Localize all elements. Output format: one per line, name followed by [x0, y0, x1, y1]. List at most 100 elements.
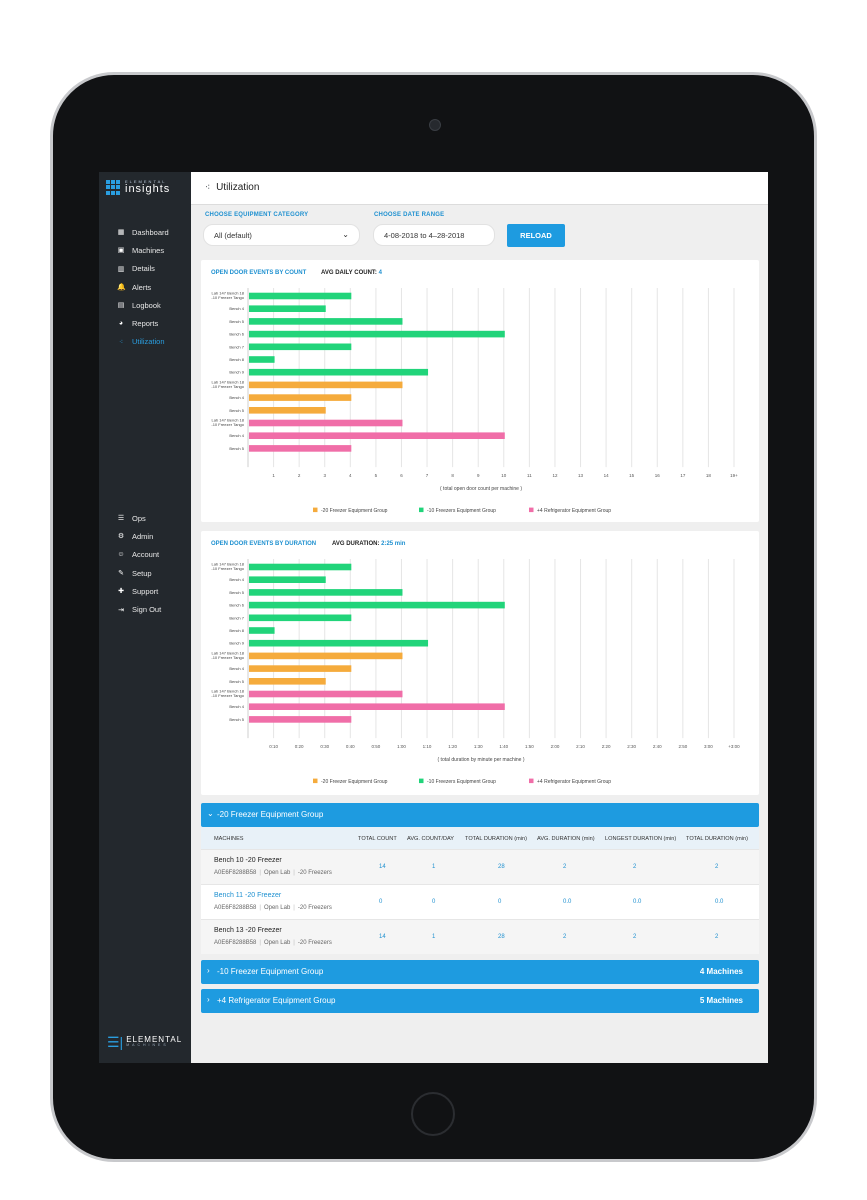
table-row[interactable]: Bench 13 -20 Freezer A0E6F8288B58 | Open La… — [201, 919, 759, 954]
date-range-label: CHOOSE DATE RANGE — [374, 212, 445, 218]
sidebar-item-admin[interactable]: ⚙ Admin — [99, 527, 191, 545]
sidebar-item-alerts[interactable]: 🔔 Alerts — [99, 278, 191, 296]
bar-freezer10[interactable] — [249, 292, 352, 300]
sidebar-item-reports[interactable]: ◕ Reports — [99, 314, 191, 332]
col-total-count: TOTAL COUNT — [358, 836, 397, 842]
bar-freezer10[interactable] — [249, 614, 352, 622]
machines-table: MACHINES TOTAL COUNT AVG. COUNT/DAY TOTA… — [201, 827, 759, 954]
machine-lab: Open Lab — [263, 940, 291, 946]
sidebar-item-label: Support — [132, 586, 159, 596]
x-tick-label: 1:30 — [474, 744, 483, 749]
y-category-label: Lab 147 Bench 18 — [212, 418, 245, 423]
machine-name[interactable]: Bench 10 -20 Freezer — [214, 857, 282, 864]
bar-refrig4[interactable] — [249, 419, 403, 427]
sidebar-item-dashboard[interactable]: ▦ Dashboard — [99, 223, 191, 241]
sidebar-item-details[interactable]: ▥ Details — [99, 260, 191, 278]
group-machine-count: 5 Machines — [699, 996, 743, 1005]
bar-refrig4[interactable] — [249, 703, 505, 710]
machine-type: -20 Freezers — [297, 870, 332, 876]
legend-label: +4 Refrigerator Equipment Group — [537, 779, 611, 785]
sidebar-item-label: Dashboard — [132, 227, 169, 237]
logbook-icon: ▤ — [117, 302, 125, 310]
group-name: -20 Freezer Equipment Group — [217, 810, 324, 819]
y-category-label: Bench 8 — [229, 628, 244, 633]
machine-lab: Open Lab — [263, 905, 291, 911]
sidebar-item-setup[interactable]: ✎ Setup — [99, 564, 191, 582]
sidebar-item-utilization[interactable]: ⁖ Utilization — [99, 333, 191, 351]
bar-freezer20[interactable] — [249, 407, 326, 414]
sidebar-item-sign-out[interactable]: ⇥ Sign Out — [99, 600, 191, 618]
bar-freezer10[interactable] — [249, 368, 429, 376]
sidebar-item-machines[interactable]: ▣ Machines — [99, 241, 191, 259]
y-category-label: Bench 4 — [229, 433, 244, 438]
legend-swatch — [419, 507, 424, 513]
bar-refrig4[interactable] — [249, 716, 352, 723]
bar-freezer20[interactable] — [249, 652, 403, 660]
x-tick-label: 3 — [323, 473, 326, 478]
count-avg-label: AVG DAILY COUNT: — [321, 270, 377, 276]
x-tick-label: 5 — [375, 473, 378, 478]
sidebar-item-label: Account — [132, 550, 160, 560]
bar-refrig4[interactable] — [249, 690, 403, 698]
reload-button[interactable]: RELOAD — [507, 224, 565, 247]
bar-freezer10[interactable] — [249, 589, 403, 596]
bar-freezer10[interactable] — [249, 305, 326, 312]
sidebar-item-account[interactable]: ☺ Account — [99, 546, 191, 564]
bar-freezer10[interactable] — [249, 576, 326, 583]
chevron-right-icon: › — [207, 966, 210, 975]
bar-freezer10[interactable] — [249, 330, 505, 338]
legend-swatch — [529, 507, 534, 513]
x-tick-label: 12 — [552, 473, 558, 478]
bar-freezer10[interactable] — [249, 318, 403, 325]
bar-freezer20[interactable] — [249, 381, 403, 389]
legend-label: -20 Freezer Equipment Group — [321, 779, 388, 785]
bar-freezer10[interactable] — [249, 563, 352, 571]
bar-refrig4[interactable] — [249, 432, 505, 439]
sidebar-item-ops[interactable]: ☰ Ops — [99, 509, 191, 527]
sidebar-item-logbook[interactable]: ▤ Logbook — [99, 296, 191, 314]
x-tick-label: 18 — [706, 473, 712, 478]
x-tick-label: 8 — [451, 473, 454, 478]
bar-freezer10[interactable] — [249, 356, 275, 363]
duration-chart-card: OPEN DOOR EVENTS BY DURATION AVG DURATIO… — [201, 531, 759, 795]
count-bar-chart: 1 2 3 4 5 6 7 8 9 10 11 12 13 14 15 16 17 18 19+Lab 147 Be… — [211, 288, 738, 514]
table-row[interactable]: Bench 10 -20 Freezer A0E6F8288B58 | Open La… — [201, 849, 759, 884]
bar-freezer10[interactable] — [249, 639, 429, 647]
bar-freezer10[interactable] — [249, 627, 275, 634]
y-category-label: Bench 5 — [229, 446, 244, 451]
table-row[interactable]: Bench 11 -20 Freezer A0E6F8288B58 | Open La… — [201, 884, 759, 919]
bar-freezer20[interactable] — [249, 678, 326, 685]
x-tick-label: +3:00 — [728, 744, 740, 749]
bar-refrig4[interactable] — [249, 445, 352, 452]
x-tick-label: 1:20 — [448, 744, 457, 749]
bar-freezer10[interactable] — [249, 343, 352, 351]
sidebar-item-support[interactable]: ✚ Support — [99, 582, 191, 600]
category-select[interactable]: All (default) ⌄ — [203, 224, 360, 246]
machine-name[interactable]: Bench 11 -20 Freezer — [214, 892, 282, 899]
bar-freezer10[interactable] — [249, 601, 505, 609]
y-category-label: Bench 7 — [229, 615, 244, 620]
table-cell: 2 — [633, 864, 637, 870]
sidebar-item-label: Details — [132, 264, 155, 274]
y-category-label: -10 Freezer Tango — [211, 566, 244, 571]
home-button[interactable] — [411, 1092, 455, 1136]
date-range-input[interactable]: 4-08-2018 to 4–28-2018 — [373, 224, 495, 246]
group-header-collapsed-2[interactable]: › +4 Refrigerator Equipment Group 5 Mach… — [201, 989, 759, 1013]
chevron-down-icon: ⌄ — [207, 809, 214, 818]
col-longest-duration: LONGEST DURATION (min) — [605, 836, 677, 842]
utilization-title-icon: ⁖ — [205, 182, 211, 192]
y-category-label: Bench 4 — [229, 666, 244, 671]
group-header-expanded[interactable]: ⌄ -20 Freezer Equipment Group — [201, 803, 759, 827]
bar-freezer20[interactable] — [249, 665, 352, 672]
details-icon: ▥ — [117, 265, 125, 273]
machine-name[interactable]: Bench 13 -20 Freezer — [214, 927, 282, 934]
x-tick-label: 3:00 — [704, 744, 713, 749]
machine-meta: A0E6F8288B58 | Open Lab | -20 Freezers — [214, 940, 332, 946]
bar-freezer20[interactable] — [249, 394, 352, 401]
ops-icon: ☰ — [117, 515, 125, 523]
group-header-collapsed-1[interactable]: › -10 Freezer Equipment Group 4 Machines — [201, 960, 759, 984]
x-tick-label: 2:10 — [576, 744, 585, 749]
machine-type: -20 Freezers — [297, 905, 332, 911]
x-tick-label: 6 — [400, 473, 403, 478]
count-avg-value: 4 — [378, 270, 382, 276]
